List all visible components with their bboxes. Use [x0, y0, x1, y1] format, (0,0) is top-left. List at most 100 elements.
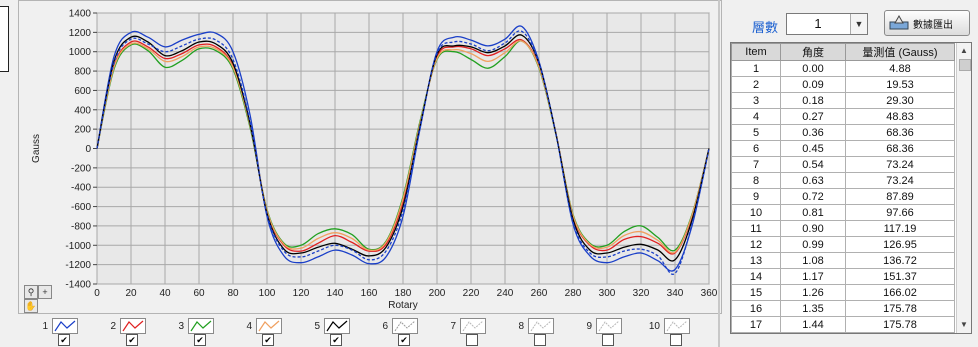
scroll-up-icon[interactable]: ▲: [960, 46, 968, 55]
legend-number: 10: [648, 321, 660, 332]
pan-tool-icon[interactable]: ✋: [24, 299, 38, 313]
item-cell: 2: [731, 76, 781, 93]
legend-number: 4: [246, 321, 252, 332]
export-data-button[interactable]: 數據匯出: [884, 10, 970, 36]
legend-checkbox[interactable]: ✔: [262, 334, 274, 346]
legend-swatch[interactable]: [256, 318, 282, 334]
legend-swatch[interactable]: [596, 318, 622, 334]
legend-item: 4 ✔: [240, 318, 296, 346]
col-angle-header[interactable]: 角度: [780, 43, 846, 61]
legend-swatch[interactable]: [188, 318, 214, 334]
table-row[interactable]: 13 1.08 136.72: [731, 252, 955, 269]
legend-item: 6 ✔: [376, 318, 432, 346]
legend-checkbox[interactable]: [466, 334, 478, 346]
table-row[interactable]: 14 1.17 151.37: [731, 268, 955, 285]
x-tick-label: 200: [429, 288, 446, 299]
data-panel: 層數 1 ▼ 數據匯出 Item 角度 量測值 (Gauss) 1 0.00 4.8…: [722, 0, 978, 347]
layer-value: 1: [814, 16, 822, 31]
table-row[interactable]: 16 1.35 175.78: [731, 300, 955, 317]
gauss-cell: 4.88: [845, 60, 955, 77]
legend-swatch[interactable]: [392, 318, 418, 334]
y-tick-label: -400: [71, 183, 91, 194]
x-tick-label: 300: [599, 288, 616, 299]
gauss-cell: 73.24: [845, 156, 955, 173]
legend-checkbox[interactable]: ✔: [126, 334, 138, 346]
legend-item: 5 ✔: [308, 318, 364, 346]
y-tick-label: -1400: [65, 280, 91, 291]
angle-cell: 0.90: [780, 220, 846, 237]
legend-line-icon: [394, 320, 416, 332]
table-row[interactable]: 11 0.90 117.19: [731, 220, 955, 237]
legend-swatch[interactable]: [528, 318, 554, 334]
table-row[interactable]: 2 0.09 19.53: [731, 76, 955, 93]
x-tick-label: 60: [193, 288, 205, 299]
chevron-down-icon[interactable]: ▼: [850, 14, 867, 34]
angle-cell: 1.26: [780, 284, 846, 301]
gauss-cell: 68.36: [845, 140, 955, 157]
legend-checkbox[interactable]: ✔: [194, 334, 206, 346]
table-scrollbar[interactable]: ▲ ▼: [956, 43, 971, 333]
legend-checkbox[interactable]: [602, 334, 614, 346]
measurement-table[interactable]: Item 角度 量測值 (Gauss) 1 0.00 4.88 2 0.09 19.53 3…: [730, 42, 972, 334]
legend-swatch[interactable]: [324, 318, 350, 334]
gauss-cell: 19.53: [845, 76, 955, 93]
plot-legend: 1 ✔ 2 ✔ 3 ✔ 4 ✔ 5 ✔ 6 ✔ 7 8 9 10: [36, 318, 716, 346]
gauss-cell: 166.02: [845, 284, 955, 301]
x-tick-label: 280: [565, 288, 582, 299]
layer-select[interactable]: 1 ▼: [786, 13, 868, 35]
table-row[interactable]: 17 1.44 175.78: [731, 316, 955, 333]
table-row[interactable]: 4 0.27 48.83: [731, 108, 955, 125]
scroll-thumb[interactable]: [959, 59, 971, 71]
table-row[interactable]: 6 0.45 68.36: [731, 140, 955, 157]
table-row[interactable]: 7 0.54 73.24: [731, 156, 955, 173]
angle-cell: 0.36: [780, 124, 846, 141]
legend-item: 3 ✔: [172, 318, 228, 346]
zoom-tool-icon[interactable]: ⚲: [24, 285, 38, 299]
legend-swatch[interactable]: [460, 318, 486, 334]
series-line-6: [96, 30, 710, 275]
table-row[interactable]: 181.53185.55: [731, 332, 955, 333]
table-row[interactable]: 10 0.81 97.66: [731, 204, 955, 221]
item-cell: 4: [731, 108, 781, 125]
gauss-cell: 185.55: [845, 332, 955, 333]
y-tick-label: 1400: [69, 9, 92, 20]
series-line-4: [96, 40, 710, 254]
table-row[interactable]: 9 0.72 87.89: [731, 188, 955, 205]
table-row[interactable]: 1 0.00 4.88: [731, 60, 955, 77]
y-tick-label: 400: [74, 105, 91, 116]
legend-swatch[interactable]: [52, 318, 78, 334]
legend-checkbox[interactable]: ✔: [398, 334, 410, 346]
y-axis-label: Gauss: [31, 134, 42, 163]
col-item-header[interactable]: Item: [731, 43, 781, 61]
legend-checkbox[interactable]: ✔: [330, 334, 342, 346]
table-row[interactable]: 15 1.26 166.02: [731, 284, 955, 301]
legend-swatch[interactable]: [120, 318, 146, 334]
legend-item: 1 ✔: [36, 318, 92, 346]
table-row[interactable]: 5 0.36 68.36: [731, 124, 955, 141]
cursor-tool-icon[interactable]: +: [38, 285, 52, 299]
legend-number: 5: [314, 321, 320, 332]
legend-checkbox[interactable]: [670, 334, 682, 346]
legend-number: 1: [42, 321, 48, 332]
y-tick-label: -200: [71, 163, 91, 174]
item-cell: 10: [731, 204, 781, 221]
layer-label: 層數: [752, 20, 779, 35]
export-label: 數據匯出: [913, 20, 953, 31]
table-row[interactable]: 12 0.99 126.95: [731, 236, 955, 253]
legend-item: 9: [580, 318, 636, 346]
col-gauss-header[interactable]: 量測值 (Gauss): [845, 43, 955, 61]
legend-swatch[interactable]: [664, 318, 690, 334]
item-cell: 3: [731, 92, 781, 109]
legend-checkbox[interactable]: ✔: [58, 334, 70, 346]
y-tick-label: -600: [71, 202, 91, 213]
scroll-down-icon[interactable]: ▼: [960, 320, 968, 329]
x-tick-label: 180: [395, 288, 412, 299]
angle-cell: 1.17: [780, 268, 846, 285]
legend-line-icon: [462, 320, 484, 332]
legend-line-icon: [530, 320, 552, 332]
angle-cell: 0.45: [780, 140, 846, 157]
table-row[interactable]: 3 0.18 29.30: [731, 92, 955, 109]
legend-checkbox[interactable]: [534, 334, 546, 346]
y-tick-label: 0: [85, 144, 91, 155]
table-row[interactable]: 8 0.63 73.24: [731, 172, 955, 189]
